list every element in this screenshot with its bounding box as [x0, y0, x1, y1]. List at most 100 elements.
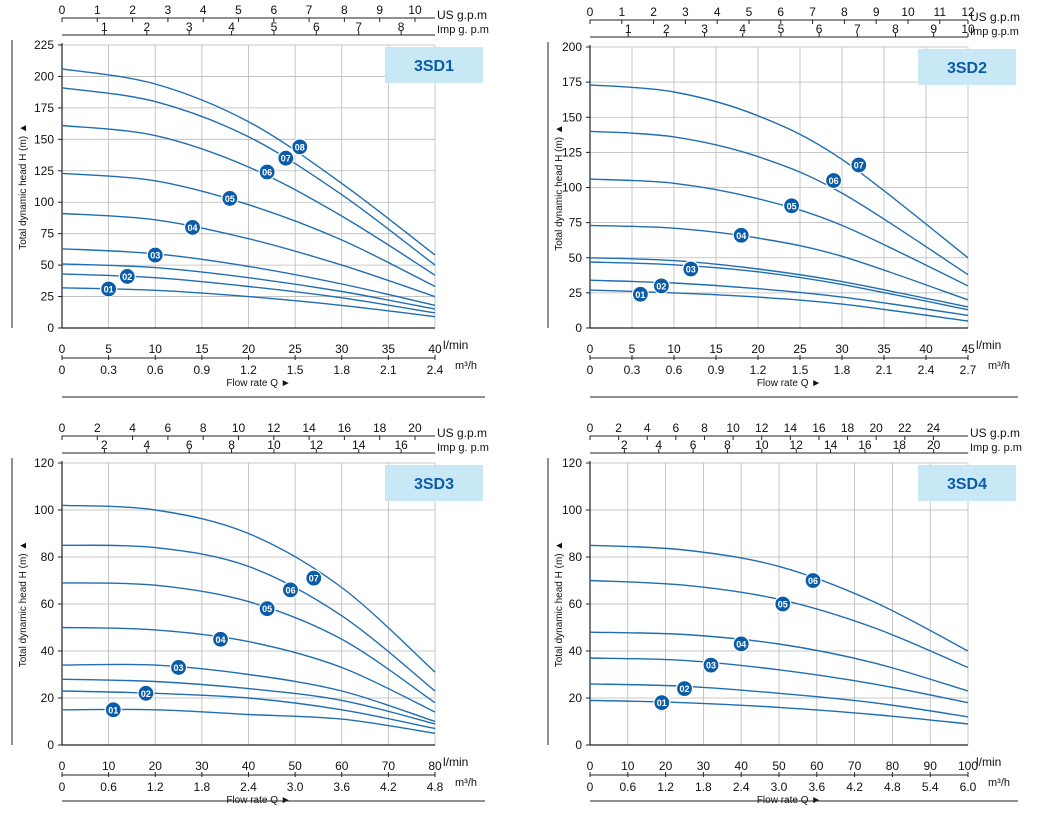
- usgpm-tick-label: 3: [165, 3, 172, 17]
- lmin-tick-label: 90: [924, 759, 938, 773]
- series-badge-02: [137, 684, 155, 702]
- y-tick-label: 25: [41, 290, 55, 304]
- series-line-04: [589, 631, 969, 692]
- impgpm-tick-label: 16: [858, 438, 872, 452]
- impgpm-tick-label: 3: [701, 22, 708, 36]
- m3h-tick-label: 1.8: [695, 780, 712, 794]
- y-tick-label: 20: [569, 691, 583, 705]
- lmin-tick-label: 0: [59, 342, 66, 356]
- usgpm-tick-label: 10: [408, 3, 422, 17]
- m3h-tick-label: 2.4: [240, 780, 257, 794]
- series-line-04: [61, 212, 436, 298]
- series-badge-06: [804, 571, 822, 590]
- usgpm-tick-label: 4: [200, 3, 207, 17]
- series-label: 04: [216, 635, 226, 645]
- impgpm-tick-label: 8: [892, 22, 899, 36]
- series-label: 02: [122, 272, 132, 282]
- usgpm-tick-label: 4: [714, 5, 721, 19]
- lmin-tick-label: 0: [587, 342, 594, 356]
- impgpm-tick-label: 7: [355, 20, 362, 34]
- impgpm-tick-label: 3: [186, 20, 193, 34]
- series-badge-01: [104, 701, 122, 719]
- impgpm-tick-label: 2: [621, 438, 628, 452]
- usgpm-tick-label: 5: [746, 5, 753, 19]
- usgpm-tick-label: 20: [408, 421, 422, 435]
- lmin-tick-label: 40: [919, 342, 933, 356]
- m3h-tick-label: 0.6: [100, 780, 117, 794]
- series-badge-02: [675, 679, 694, 698]
- y-tick-label: 175: [34, 101, 54, 115]
- series-line-06: [61, 544, 436, 692]
- series-badge-05: [221, 189, 239, 208]
- y-tick-label: 150: [34, 132, 54, 146]
- usgpm-tick-label: 6: [270, 3, 277, 17]
- impgpm-tick-label: 2: [101, 438, 108, 452]
- usgpm-tick-label: 3: [682, 5, 689, 19]
- usgpm-tick-label: 1: [94, 3, 101, 17]
- impgpm-tick-label: 7: [854, 22, 861, 36]
- y-tick-label: 75: [569, 216, 583, 230]
- chart-title: 3SD1: [414, 58, 454, 75]
- m3h-tick-label: 1.2: [147, 780, 164, 794]
- m3h-tick-label: 1.2: [240, 363, 257, 377]
- usgpm-tick-label: 18: [373, 421, 387, 435]
- impgpm-tick-label: 8: [398, 20, 405, 34]
- lmin-tick-label: 30: [335, 342, 349, 356]
- series-label: 03: [706, 661, 716, 671]
- series-badge-04: [211, 630, 230, 648]
- m3h-tick-label: 4.2: [380, 780, 397, 794]
- series-badge-05: [774, 595, 792, 613]
- lmin-tick-label: 40: [428, 342, 442, 356]
- series-label: 03: [150, 251, 160, 261]
- lmin-tick-label: 80: [886, 759, 900, 773]
- y-tick-label: 40: [41, 644, 55, 658]
- series-label: 07: [854, 161, 864, 171]
- impgpm-tick-label: 10: [267, 438, 281, 452]
- m3h-tick-label: 0.6: [666, 363, 683, 377]
- title-box: [918, 49, 1016, 85]
- m3h-tick-label: 1.5: [287, 363, 304, 377]
- m3h-tick-label: 1.2: [657, 780, 674, 794]
- series-badge-03: [169, 658, 188, 677]
- series-badge-06: [281, 581, 300, 599]
- impgpm-tick-label: 9: [930, 22, 937, 36]
- usgpm-tick-label: 2: [615, 421, 622, 435]
- lmin-tick-label: 50: [772, 759, 786, 773]
- m3h-tick-label: 0.6: [147, 363, 164, 377]
- m3h-tick-label: 2.4: [733, 780, 750, 794]
- impgpm-unit: Imp g.p.m: [970, 26, 1019, 38]
- usgpm-tick-label: 2: [650, 5, 657, 19]
- usgpm-unit: US g.p.m: [437, 8, 487, 22]
- m3h-tick-label: 3.0: [287, 780, 304, 794]
- impgpm-tick-label: 4: [143, 438, 150, 452]
- series-badge-05: [258, 600, 276, 618]
- lmin-tick-label: 40: [735, 759, 749, 773]
- usgpm-tick-label: 16: [338, 421, 352, 435]
- usgpm-tick-label: 0: [59, 421, 66, 435]
- lmin-tick-label: 20: [242, 342, 256, 356]
- series-label: 01: [657, 698, 667, 708]
- usgpm-tick-label: 14: [302, 421, 316, 435]
- y-tick-label: 100: [562, 503, 582, 517]
- usgpm-tick-label: 14: [784, 421, 798, 435]
- lmin-tick-label: 30: [835, 342, 849, 356]
- m3h-tick-label: 0.6: [619, 780, 636, 794]
- lmin-unit: l/min: [443, 755, 468, 769]
- series-line-unlabeled-3: [589, 257, 969, 308]
- lmin-tick-label: 20: [149, 759, 163, 773]
- m3h-unit: m³/h: [988, 360, 1010, 372]
- series-badge-07: [850, 156, 868, 174]
- m3h-tick-label: 3.6: [333, 780, 350, 794]
- m3h-tick-label: 4.8: [427, 780, 444, 794]
- usgpm-tick-label: 12: [267, 421, 281, 435]
- series-line-03: [61, 248, 436, 307]
- series-badge-07: [277, 149, 295, 167]
- series-line-08: [61, 68, 436, 256]
- usgpm-tick-label: 6: [673, 421, 680, 435]
- series-label: 07: [281, 154, 291, 164]
- impgpm-unit: Imp g. p.m: [970, 442, 1022, 454]
- impgpm-tick-label: 2: [663, 22, 670, 36]
